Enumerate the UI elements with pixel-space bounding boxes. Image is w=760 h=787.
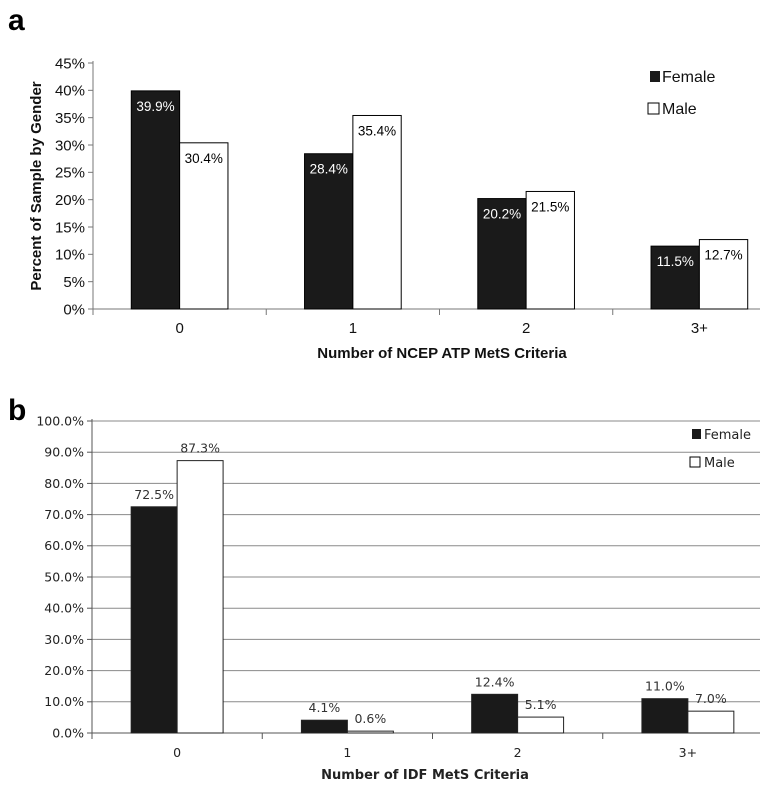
panel-a-y-tick-label: 5% (63, 274, 85, 291)
panel-b-legend-female-swatch (692, 429, 701, 439)
panel-a-legend-male-label: Male (662, 101, 697, 118)
panel-a-data-label-male: 21.5% (531, 199, 569, 214)
panel-a-bar-female (650, 245, 700, 310)
panel-b-y-tick-label: 30.0% (44, 632, 84, 647)
panel-a-data-label-male: 35.4% (358, 123, 396, 138)
panel-b-y-tick-label: 60.0% (44, 538, 84, 553)
panel-a-x-tick-label: 3+ (691, 320, 708, 337)
panel-a-y-tick-label: 15% (55, 219, 85, 236)
panel-b-y-tick-label: 70.0% (44, 507, 84, 522)
panel-b-legend-male-swatch (689, 456, 701, 468)
panel-a-data-label-female: 28.4% (310, 162, 348, 177)
panel-b-y-tick-label: 80.0% (44, 476, 84, 491)
panel-a-legend-female-label: Female (662, 69, 715, 86)
panel-b-bar-female (130, 506, 178, 734)
panel-a-x-tick-label: 1 (349, 320, 357, 337)
panel-a-bar-male (525, 190, 575, 310)
panel-b-letter: b (8, 394, 26, 427)
panel-a-data-label-female: 39.9% (136, 99, 174, 114)
panel-b-y-tick-label: 40.0% (44, 601, 84, 616)
panel-a-bar-female (130, 90, 181, 310)
panel-b-bar-male (176, 460, 224, 734)
panel-b-y-tick-label: 0.0% (52, 725, 84, 740)
panel-b-bar-male (346, 730, 394, 734)
panel-a-plot-area: 0% 5% 10% 15% 20% 25% 30% 35% 40% 45% 0 39.9% 30.4% 1… (55, 55, 760, 337)
panel-b-y-tick-label: 20.0% (44, 663, 84, 678)
panel-a-y-tick-label: 10% (55, 247, 85, 264)
panel-a-bar-male (179, 142, 229, 310)
panel-b-data-label-male: 0.6% (354, 711, 386, 726)
panel-b-x-tick-label: 3+ (679, 745, 697, 760)
panel-a-data-label-male: 12.7% (704, 248, 742, 263)
panel-a-y-tick-label: 45% (55, 55, 85, 72)
panel-a-x-tick-label: 0 (175, 320, 183, 337)
panel-b-x-tick-label: 2 (514, 745, 522, 760)
panel-a-y-tick-label: 25% (55, 165, 85, 182)
panel-a-y-tick-label: 30% (55, 137, 85, 154)
panel-b-data-label-male: 7.0% (695, 691, 727, 706)
panel-b-x-axis-label: Number of IDF MetS Criteria (321, 768, 529, 783)
panel-b-y-tick-label: 100.0% (36, 413, 84, 428)
panel-a-data-label-female: 20.2% (483, 207, 521, 222)
panel-b-x-tick-label: 0 (173, 745, 181, 760)
panel-b-y-tick-label: 90.0% (44, 445, 84, 460)
panel-b-data-label-male: 87.3% (180, 441, 220, 456)
panel-b-plot-area: 0.0% 10.0% 20.0% 30.0% 40.0% 50.0% 60.0% 70.0% 8… (36, 413, 760, 760)
panel-a-x-axis-label: Number of NCEP ATP MetS Criteria (317, 345, 567, 362)
panel-b-bar-female (471, 693, 519, 734)
panel-b-data-label-female: 4.1% (309, 700, 341, 715)
panel-a-bar-male (352, 114, 402, 310)
panel-a-bar-male (698, 239, 749, 310)
panel-b-bar-female (300, 719, 348, 734)
panel-a-data-label-female: 11.5% (657, 254, 694, 269)
panel-b-legend-female-label: Female (704, 428, 751, 443)
panel-a-y-tick-label: 0% (63, 301, 85, 318)
panel-a-x-tick-label: 2 (522, 320, 530, 337)
panel-b-data-label-female: 11.0% (645, 679, 685, 694)
panel-b-legend-male-label: Male (704, 456, 735, 471)
panel-a-y-tick-label: 40% (55, 83, 85, 100)
panel-a-bar-female (477, 198, 527, 310)
panel-b-y-tick-label: 10.0% (44, 694, 84, 709)
panel-a-y-tick-label: 20% (55, 192, 85, 209)
panel-b-bar-male (687, 710, 735, 734)
panel-b-y-tick-label: 50.0% (44, 569, 84, 584)
panel-b-data-label-male: 5.1% (525, 697, 557, 712)
panel-b-x-tick-label: 1 (343, 745, 351, 760)
panel-a-bar-female (304, 153, 354, 310)
panel-b-bar-female (641, 698, 689, 734)
panel-a-data-label-male: 30.4% (185, 151, 223, 166)
panel-a-letter: a (8, 4, 25, 37)
panel-a-legend-female-swatch (650, 71, 660, 82)
panel-b-bar-male (517, 716, 565, 734)
panel-a-y-axis-label: Percent of Sample by Gender (28, 81, 45, 290)
panel-b-data-label-female: 72.5% (134, 487, 174, 502)
panel-a-y-tick-label: 35% (55, 110, 85, 127)
panel-b-data-label-female: 12.4% (475, 674, 515, 689)
panel-a-legend-male-swatch (647, 102, 660, 115)
